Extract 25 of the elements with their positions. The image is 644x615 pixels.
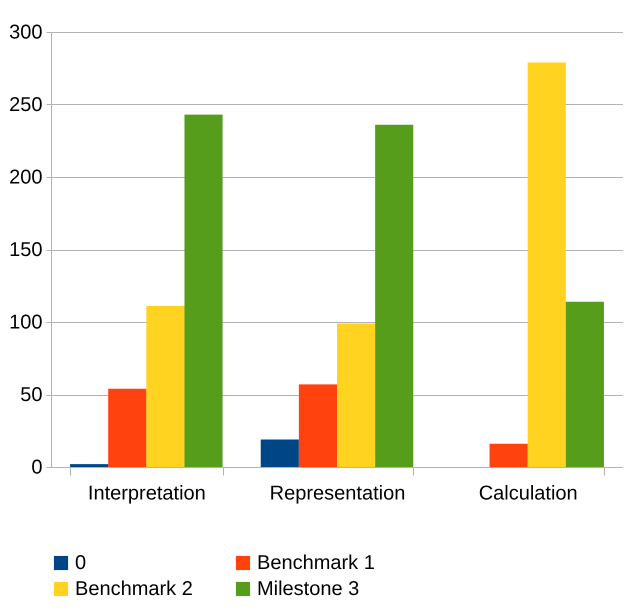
legend-label: Milestone 3 <box>257 578 360 600</box>
y-tick-label: 50 <box>20 384 42 406</box>
legend-label: 0 <box>75 552 86 574</box>
y-tick-label: 0 <box>31 456 42 478</box>
bar <box>146 306 184 467</box>
legend-label: Benchmark 1 <box>257 552 375 574</box>
y-tick-label: 100 <box>9 312 42 334</box>
bar <box>70 464 108 467</box>
bar <box>298 384 337 467</box>
x-tick-label: Representation <box>270 482 406 504</box>
bar <box>260 439 299 467</box>
bar <box>184 114 223 467</box>
bar <box>375 124 414 467</box>
y-tick-label: 300 <box>9 22 42 44</box>
bar <box>108 388 146 467</box>
x-tick-label: Calculation <box>478 482 578 504</box>
bar <box>566 302 604 467</box>
bar <box>528 62 566 467</box>
bar <box>490 444 528 467</box>
y-tick-label: 150 <box>9 239 42 261</box>
legend-label: Benchmark 2 <box>75 578 193 600</box>
bar <box>337 323 376 467</box>
x-tick-label: Interpretation <box>88 482 206 504</box>
y-tick-label: 200 <box>9 166 42 188</box>
y-tick-label: 250 <box>9 94 42 116</box>
